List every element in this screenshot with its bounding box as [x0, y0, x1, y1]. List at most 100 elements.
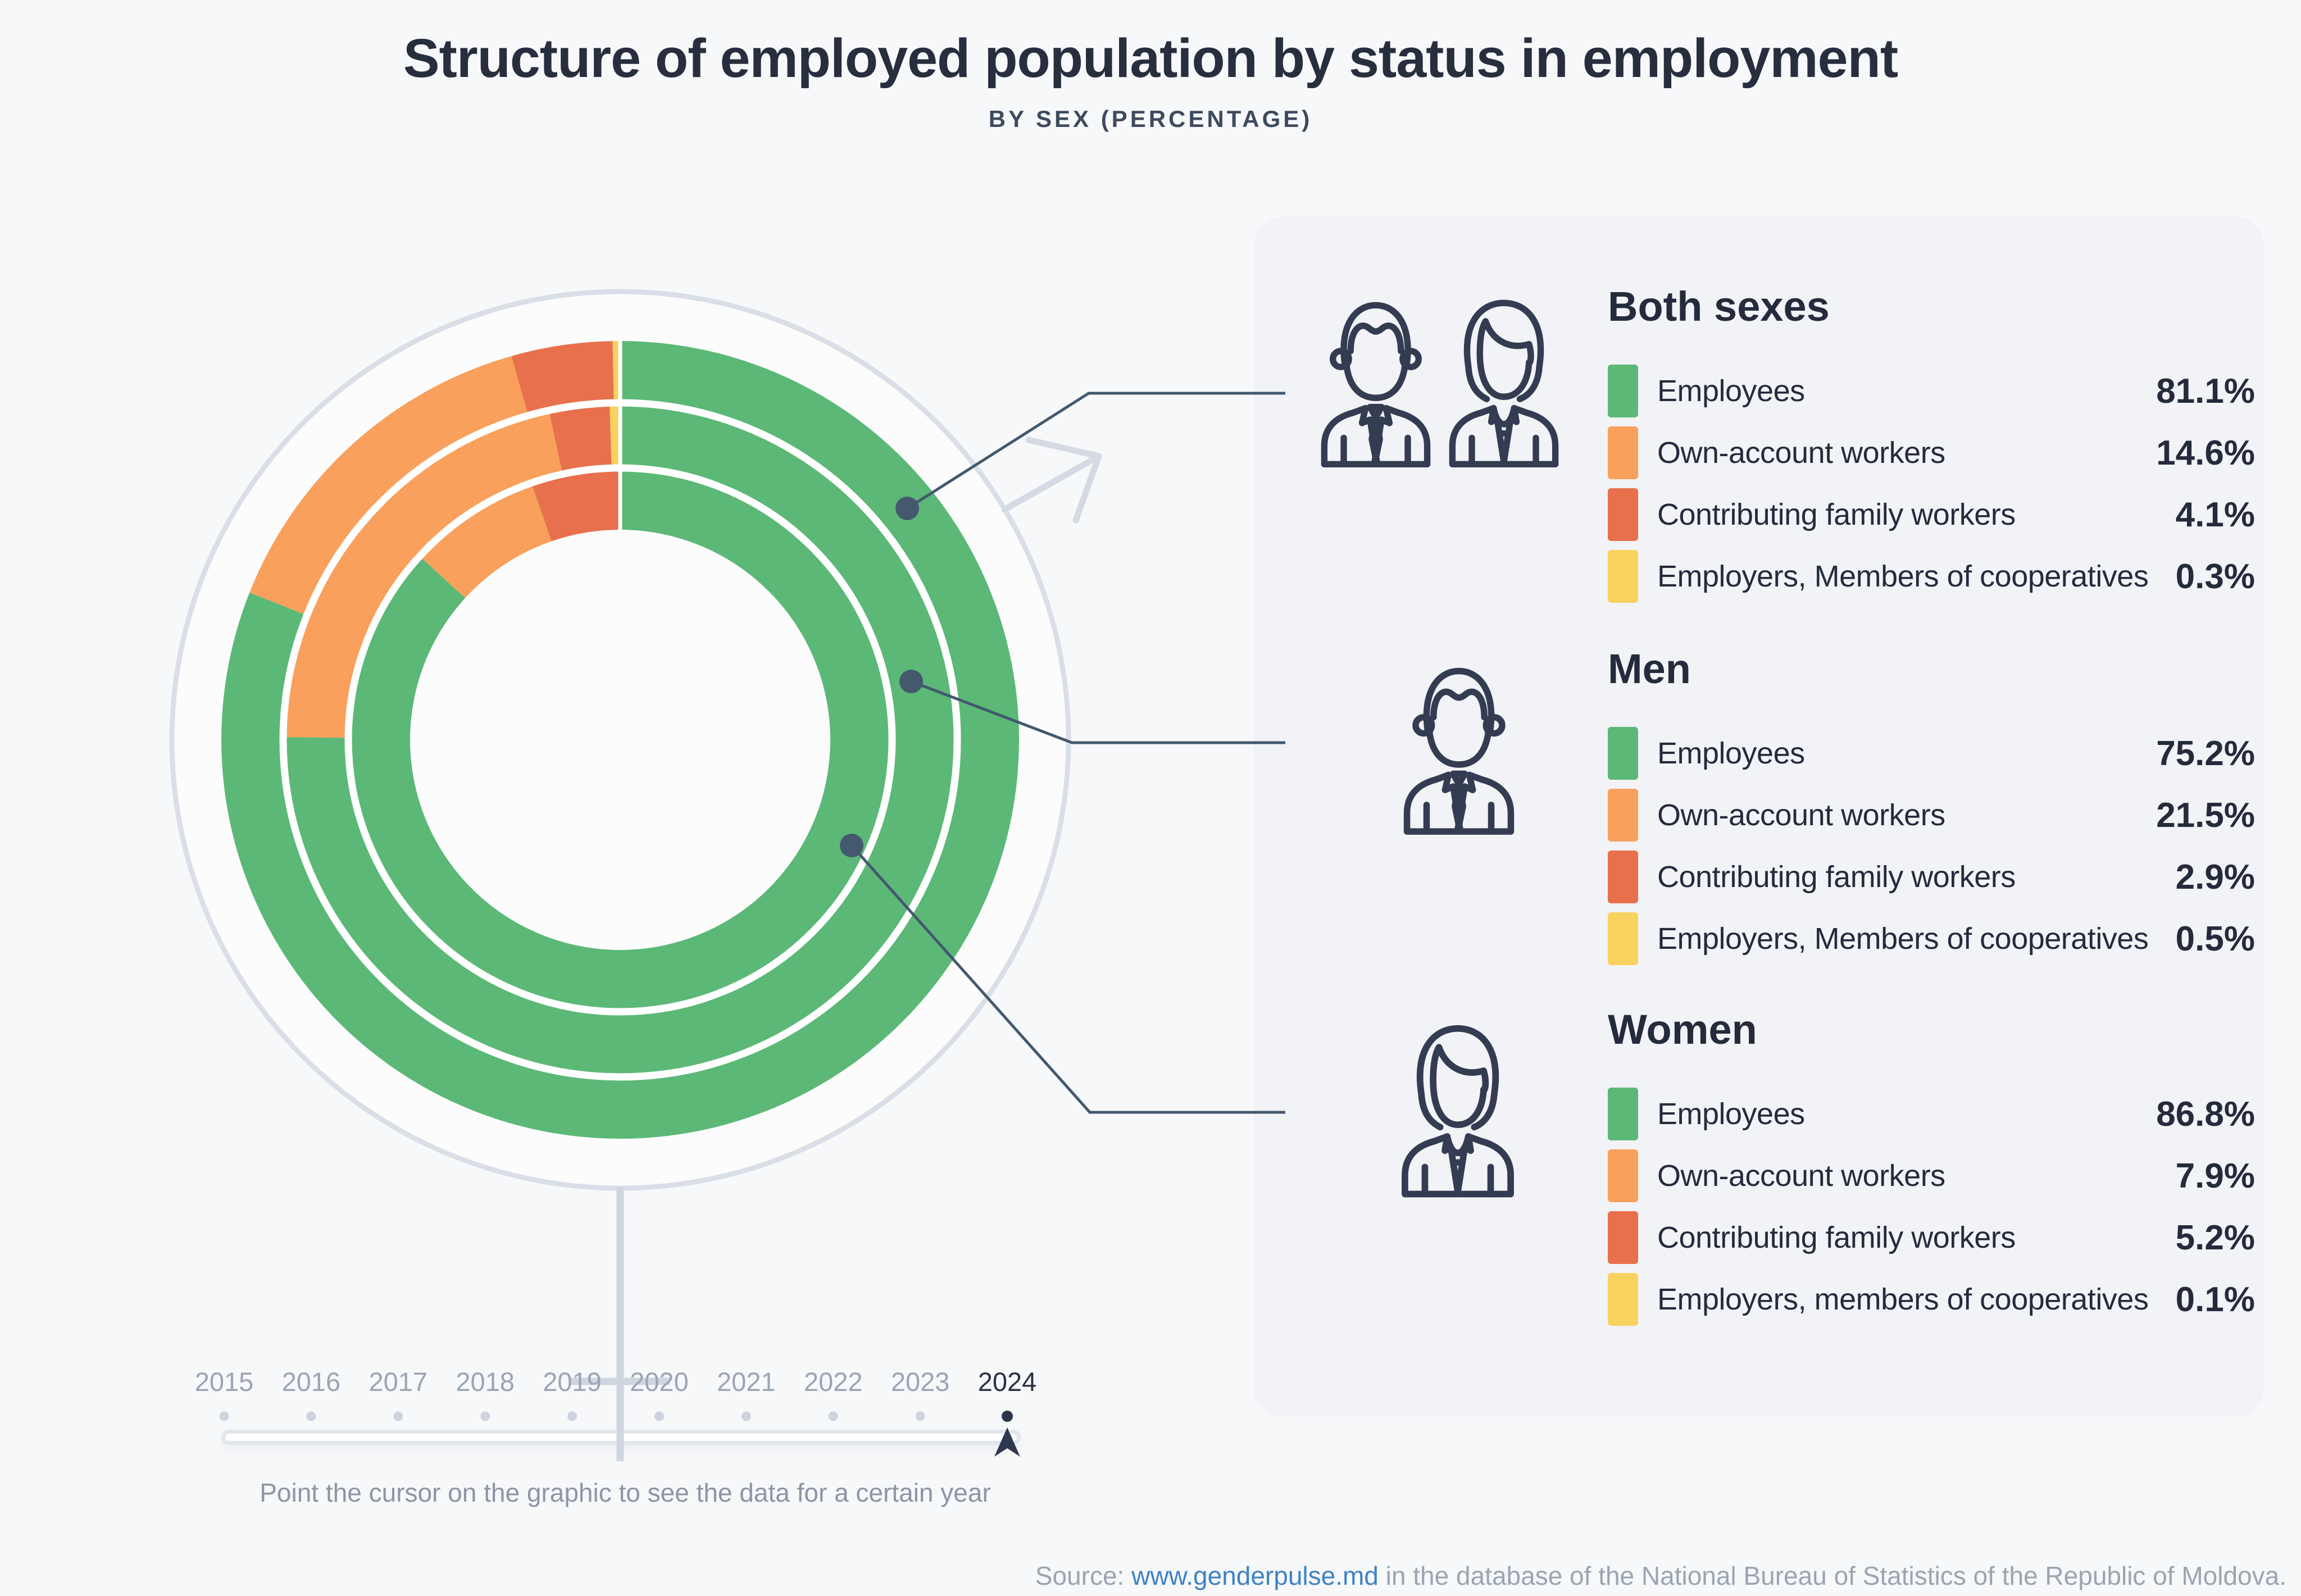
legend-swatch	[1608, 912, 1638, 965]
legend-swatch	[1608, 426, 1638, 479]
legend-value: 0.1%	[2175, 1280, 2255, 1319]
legend-value: 81.1%	[2156, 371, 2255, 411]
source-suffix: in the database of the National Bureau o…	[1378, 1561, 2286, 1590]
timeline-dot-2015[interactable]	[219, 1411, 229, 1421]
donut-segment-both-sexes-employers-members-of-cooperatives[interactable]	[612, 340, 620, 400]
legend-rows-women: Employees 86.8% Own-account workers 7.9% Con…	[1608, 1083, 2255, 1330]
legend-row: Employees 81.1%	[1608, 360, 2255, 422]
legend-label: Employees	[1657, 374, 1805, 408]
timeline-dot-2024[interactable]	[1002, 1411, 1013, 1422]
timeline-dot-2021[interactable]	[741, 1411, 751, 1421]
legend-rows-men: Employees 75.2% Own-account workers 21.5% Co…	[1608, 722, 2255, 970]
legend-value: 5.2%	[2175, 1218, 2255, 1257]
legend-label: Contributing family workers	[1657, 1221, 2016, 1254]
legend-value: 4.1%	[2175, 495, 2255, 534]
legend-row: Contributing family workers 5.2%	[1608, 1207, 2255, 1268]
man-woman-icon	[1313, 294, 1567, 467]
legend-row: Own-account workers 21.5%	[1608, 784, 2255, 846]
female-symbol-cross	[571, 1187, 670, 1461]
timeline-year-2015[interactable]: 2015	[194, 1367, 254, 1397]
legend-swatch	[1608, 789, 1638, 842]
ring-gap	[344, 464, 896, 1016]
legend-row: Contributing family workers 4.1%	[1608, 484, 2255, 545]
legend-label: Employees	[1657, 736, 1805, 770]
legend-label: Employees	[1657, 1097, 1805, 1131]
timeline-year-2024[interactable]: 2024	[977, 1367, 1037, 1397]
legend-value: 0.5%	[2175, 919, 2255, 958]
page-title: Structure of employed population by stat…	[403, 28, 1898, 89]
legend-value: 0.3%	[2175, 557, 2255, 596]
legend-group-title-men: Men	[1608, 645, 1691, 692]
legend-swatch	[1608, 1088, 1638, 1140]
legend-swatch	[1608, 550, 1638, 603]
man-icon	[1395, 660, 1522, 835]
timeline-year-2022[interactable]: 2022	[803, 1367, 863, 1397]
timeline-marker[interactable]	[994, 1427, 1020, 1457]
donut-segment-men-employers-members-of-cooperatives[interactable]	[610, 406, 620, 465]
legend-value: 86.8%	[2156, 1094, 2255, 1134]
legend-group-women: Women Employees 86.8% Own-account workers 7.…	[1254, 1004, 2264, 1342]
legend-row: Employers, Members of cooperatives 0.5%	[1608, 908, 2255, 970]
legend-swatch	[1608, 1211, 1638, 1264]
page-subtitle: BY SEX (PERCENTAGE)	[988, 106, 1313, 132]
timeline-dot-2016[interactable]	[306, 1411, 316, 1421]
legend-row: Own-account workers 7.9%	[1608, 1145, 2255, 1207]
timeline-year-2016[interactable]: 2016	[281, 1367, 341, 1397]
legend-label: Employers, Members of cooperatives	[1657, 922, 2149, 956]
woman-icon	[1393, 1019, 1522, 1198]
legend-label: Contributing family workers	[1657, 860, 2016, 894]
legend-row: Employees 75.2%	[1608, 722, 2255, 784]
legend-row: Own-account workers 14.6%	[1608, 422, 2255, 484]
timeline-dot-2017[interactable]	[393, 1411, 403, 1421]
source-prefix: Source:	[1035, 1561, 1132, 1590]
donut-segment-both-sexes-contributing-family-workers[interactable]	[511, 341, 614, 412]
legend-row: Employees 86.8%	[1608, 1083, 2255, 1145]
legend-rows-both-sexes: Employees 81.1% Own-account workers 14.6% Co…	[1608, 360, 2255, 607]
legend-swatch	[1608, 365, 1638, 417]
legend-label: Own-account workers	[1657, 436, 1945, 470]
timeline-track[interactable]	[221, 1430, 1021, 1445]
legend-panel: Both sexes Employees 81.1% Own-account work…	[1254, 217, 2264, 1417]
legend-row: Employers, Members of cooperatives 0.3%	[1608, 545, 2255, 607]
legend-label: Contributing family workers	[1657, 498, 2016, 531]
legend-group-title-women: Women	[1608, 1006, 1757, 1053]
legend-swatch	[1608, 1149, 1638, 1202]
legend-value: 2.9%	[2175, 857, 2255, 897]
legend-value: 75.2%	[2156, 734, 2255, 773]
source-link[interactable]: www.genderpulse.md	[1131, 1561, 1379, 1590]
legend-group-both-sexes: Both sexes Employees 81.1% Own-account work…	[1254, 281, 2264, 619]
timeline-dot-2022[interactable]	[828, 1411, 838, 1421]
legend-label: Employers, Members of cooperatives	[1657, 560, 2149, 593]
timeline-year-2021[interactable]: 2021	[717, 1367, 776, 1397]
timeline-year-2023[interactable]: 2023	[890, 1367, 950, 1397]
source-line: Source: www.genderpulse.md in the databa…	[1035, 1561, 2286, 1591]
callout-line-both-sexes	[906, 392, 1285, 510]
timeline-year-2018[interactable]: 2018	[456, 1367, 515, 1397]
legend-group-title-both-sexes: Both sexes	[1608, 283, 1830, 330]
man-icon-box	[1395, 660, 1522, 835]
legend-label: Employers, members of cooperatives	[1657, 1283, 2149, 1316]
timeline-dot-2019[interactable]	[567, 1411, 577, 1421]
legend-value: 14.6%	[2156, 433, 2255, 472]
legend-label: Own-account workers	[1657, 1159, 1945, 1193]
legend-row: Contributing family workers 2.9%	[1608, 846, 2255, 908]
male-symbol-arrow-icon	[1001, 436, 1102, 524]
legend-value: 7.9%	[2175, 1156, 2255, 1195]
legend-label: Own-account workers	[1657, 798, 1945, 832]
woman-icon-box	[1393, 1019, 1522, 1198]
header: Structure of employed population by stat…	[0, 27, 2301, 133]
man-woman-icon-box	[1313, 294, 1567, 467]
timeline-hint: Point the cursor on the graphic to see t…	[260, 1478, 991, 1507]
legend-row: Employers, members of cooperatives 0.1%	[1608, 1268, 2255, 1330]
timeline-dot-2023[interactable]	[915, 1411, 925, 1421]
legend-swatch	[1608, 488, 1638, 541]
timeline-dot-2018[interactable]	[480, 1411, 490, 1421]
legend-swatch	[1608, 727, 1638, 780]
legend-swatch	[1608, 1273, 1638, 1326]
timeline-years: 2015 2016 2017 2018 2019 2020 2021 2022 2023 2024	[0, 1366, 1236, 1406]
timeline-dot-2020[interactable]	[654, 1411, 664, 1421]
timeline-year-2017[interactable]: 2017	[369, 1367, 428, 1397]
legend-swatch	[1608, 851, 1638, 903]
legend-group-men: Men Employees 75.2% Own-account workers 21.5…	[1254, 644, 2264, 981]
